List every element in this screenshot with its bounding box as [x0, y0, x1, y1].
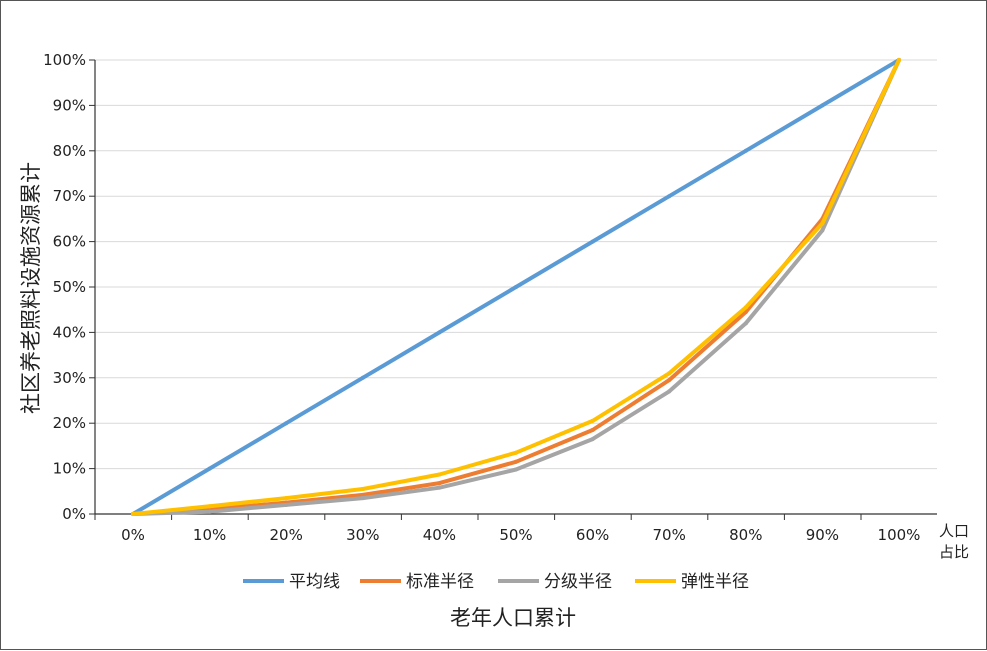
- x-tick-label-6: 60%: [576, 526, 609, 544]
- legend-item-0[interactable]: 平均线: [243, 572, 340, 592]
- series-0-point-7: [667, 194, 672, 199]
- x-tick-label-0: 0%: [121, 526, 145, 544]
- series-3-point-10: [897, 58, 901, 62]
- y-tick-label-8: 80%: [53, 142, 86, 160]
- y-tick-label-9: 90%: [53, 96, 86, 114]
- legend-item-1[interactable]: 标准半径: [360, 572, 474, 592]
- series-2-point-5: [514, 467, 518, 472]
- x-tick-label-3: 30%: [346, 526, 379, 544]
- y-axis-tick-labels: 0% 10% 20% 30% 40% 50% 60% 70% 80% 90% 100%: [43, 51, 86, 523]
- legend-item-3[interactable]: 弹性半径: [635, 572, 749, 592]
- x-axis-unit-line-2: 占比: [939, 543, 969, 561]
- series-1-point-3: [360, 492, 365, 497]
- x-tick-label-7: 70%: [653, 526, 686, 544]
- series-0-point-5: [514, 285, 518, 289]
- series-0-point-1: [207, 466, 212, 471]
- series-3-point-0: [131, 512, 135, 516]
- x-tick-label-10: 100%: [878, 526, 921, 544]
- x-axis-title: 老年人口累计: [450, 606, 576, 630]
- x-tick-label-4: 40%: [423, 526, 456, 544]
- legend-label-0: 平均线: [289, 572, 340, 592]
- series-3-point-4: [437, 472, 442, 477]
- y-tick-label-7: 70%: [53, 187, 86, 205]
- series-2-point-7: [667, 389, 672, 394]
- series-0-point-3: [360, 375, 365, 380]
- x-tick-label-1: 10%: [193, 526, 226, 544]
- y-tick-label-4: 40%: [53, 323, 86, 341]
- y-tick-label-1: 10%: [53, 460, 86, 478]
- x-axis-unit-line-1: 人口: [939, 522, 969, 540]
- series-3-point-3: [360, 487, 365, 492]
- series-3-point-7: [667, 371, 672, 376]
- x-tick-label-5: 50%: [499, 526, 532, 544]
- series-0-point-4: [437, 330, 442, 335]
- x-tick-label-2: 20%: [270, 526, 303, 544]
- series-2-point-2: [284, 502, 289, 507]
- series-1-point-6: [590, 428, 595, 433]
- legend-label-2: 分级半径: [544, 572, 612, 592]
- series-0-point-9: [820, 103, 825, 108]
- series-3-point-5: [514, 450, 518, 455]
- series-2-point-3: [360, 496, 365, 501]
- gridlines: [89, 59, 937, 515]
- series-3-point-6: [590, 418, 595, 423]
- series-1-point-5: [514, 459, 518, 464]
- series-0-point-8: [743, 148, 748, 153]
- x-tick-label-8: 80%: [729, 526, 762, 544]
- y-tick-label-5: 50%: [53, 278, 86, 296]
- series-1-point-7: [667, 378, 672, 383]
- series-1-point-8: [743, 309, 748, 314]
- y-tick-label-2: 20%: [53, 414, 86, 432]
- series-2-point-6: [590, 437, 595, 442]
- axes: [94, 60, 937, 520]
- series-lines: [131, 58, 901, 516]
- series-2-point-1: [207, 509, 212, 514]
- series-0-point-6: [590, 239, 595, 244]
- x-tick-label-9: 90%: [806, 526, 839, 544]
- y-tick-label-6: 60%: [53, 233, 86, 251]
- legend-label-1: 标准半径: [406, 572, 474, 592]
- y-tick-label-0: 0%: [62, 505, 86, 523]
- series-3-point-1: [207, 504, 212, 509]
- series-3-point-2: [284, 496, 289, 501]
- series-2-point-4: [437, 485, 442, 490]
- y-tick-label-3: 30%: [53, 369, 86, 387]
- legend-item-2[interactable]: 分级半径: [498, 572, 612, 592]
- legend: 平均线 标准半径 分级半径 弹性半径: [243, 572, 749, 592]
- series-2-point-9: [820, 228, 825, 233]
- series-2-point-8: [743, 321, 748, 326]
- series-1-point-4: [437, 481, 442, 486]
- y-tick-label-10: 100%: [43, 51, 86, 69]
- series-3-point-9: [820, 221, 825, 226]
- series-0-point-2: [284, 421, 289, 426]
- x-axis-tick-labels: 0% 10% 20% 30% 40% 50% 60% 70% 80% 90% 100%: [121, 526, 920, 544]
- legend-label-3: 弹性半径: [681, 572, 749, 592]
- y-axis-title: 社区养老照料设施资源累计: [19, 162, 43, 414]
- series-3-point-8: [743, 305, 748, 310]
